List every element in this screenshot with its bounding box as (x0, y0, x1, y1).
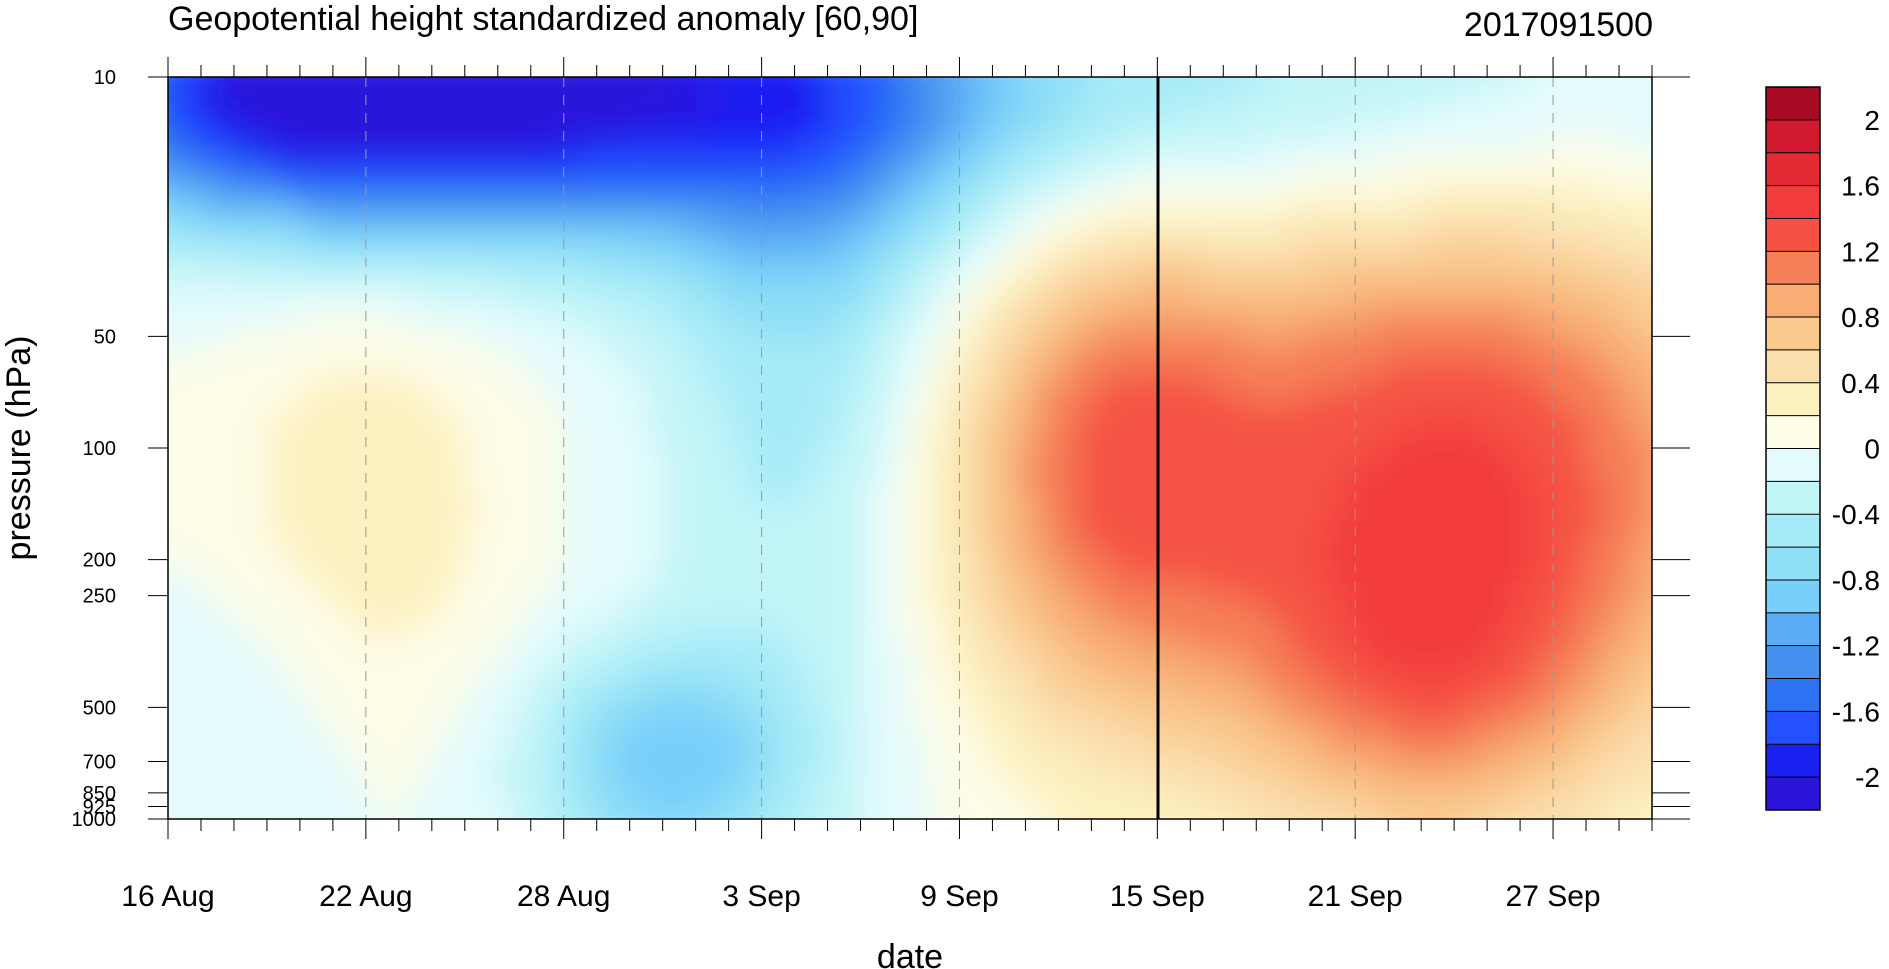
colorbar-swatch (1766, 185, 1820, 219)
chart-subtitle: 2017091500 (1464, 6, 1653, 44)
colorbar-swatch (1766, 777, 1820, 811)
colorbar-label: 1.2 (1841, 236, 1880, 267)
y-tick-label: 200 (83, 550, 116, 572)
colorbar-label: -1.6 (1832, 696, 1880, 727)
colorbar-swatch (1766, 382, 1820, 417)
colorbar-swatch (1766, 547, 1820, 581)
x-tick-label: 16 Aug (121, 880, 214, 913)
colorbar-swatch (1766, 645, 1820, 680)
y-tick-label: 1000 (72, 809, 117, 831)
anomaly-field (168, 77, 1652, 819)
colorbar-swatch (1766, 317, 1820, 351)
x-tick-label: 22 Aug (319, 880, 412, 913)
colorbar-swatch (1766, 119, 1820, 154)
y-tick-label: 250 (83, 586, 116, 608)
colorbar-swatch (1766, 218, 1820, 252)
colorbar-label: 2 (1864, 105, 1880, 136)
colorbar-swatch (1766, 481, 1820, 515)
x-tick-label: 3 Sep (722, 880, 800, 913)
chart-title: Geopotential height standardized anomaly… (168, 0, 918, 38)
y-tick-label: 925 (83, 796, 116, 818)
y-tick-label: 10 (94, 67, 116, 89)
colorbar-swatch (1766, 678, 1820, 712)
colorbar-swatch (1766, 448, 1820, 482)
x-tick-label: 21 Sep (1308, 880, 1403, 913)
y-tick-label: 50 (94, 326, 116, 348)
colorbar-swatch (1766, 744, 1820, 778)
colorbar-swatch (1766, 87, 1820, 121)
colorbar-swatch (1766, 284, 1820, 318)
colorbar-swatch (1766, 349, 1820, 384)
colorbar: 2 1.6 1.2 0.8 0.4 0 -0.4 -0.8 -1.2 -1.6 -2 (1765, 86, 1880, 811)
colorbar-swatch (1766, 415, 1820, 449)
colorbar-swatch (1766, 251, 1820, 285)
x-tick-label: 27 Sep (1506, 880, 1601, 913)
colorbar-label: -0.4 (1832, 499, 1880, 530)
colorbar-swatch (1766, 612, 1820, 647)
y-tick-label: 850 (83, 783, 116, 805)
x-axis: 16 Aug 22 Aug 28 Aug 3 Sep 9 Sep 15 Sep 21 Sep… (121, 57, 1653, 913)
colorbar-label: -0.8 (1832, 565, 1880, 596)
y-tick-label: 700 (83, 752, 116, 774)
colorbar-label: 0.8 (1841, 302, 1880, 333)
colorbar-label: 0 (1864, 434, 1880, 465)
x-tick-label: 15 Sep (1110, 880, 1205, 913)
y-tick-label: 100 (83, 438, 116, 460)
colorbar-swatch (1766, 711, 1820, 745)
x-tick-label: 9 Sep (920, 880, 998, 913)
colorbar-swatch (1766, 514, 1820, 548)
colorbar-swatch (1766, 152, 1820, 187)
x-tick-label: 28 Aug (517, 880, 610, 913)
y-tick-label: 500 (83, 697, 116, 719)
x-axis-label: date (877, 938, 943, 969)
colorbar-label: 0.4 (1841, 368, 1880, 399)
colorbar-label: 1.6 (1841, 171, 1880, 202)
y-axis-label: pressure (hPa) (0, 336, 38, 561)
colorbar-swatch (1766, 580, 1820, 614)
colorbar-label: -2 (1855, 762, 1880, 793)
colorbar-label: -1.2 (1832, 631, 1880, 662)
